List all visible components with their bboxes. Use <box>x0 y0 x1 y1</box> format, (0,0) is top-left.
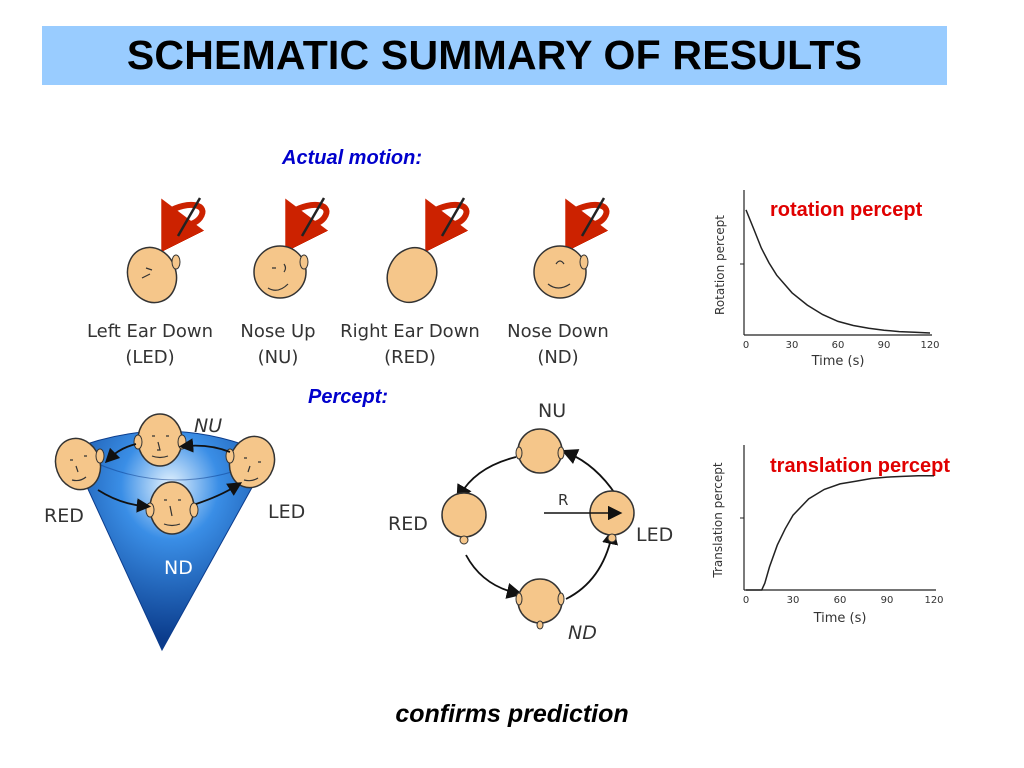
head-red-label-2: (RED) <box>384 347 436 368</box>
head-led-label-1: Left Ear Down <box>87 321 213 342</box>
rotation-arrow-icon <box>285 197 330 253</box>
page-title: SCHEMATIC SUMMARY OF RESULTS <box>126 32 863 78</box>
head-nu <box>253 197 330 299</box>
cone-head-led <box>225 435 276 489</box>
head-led-label-2: (LED) <box>125 347 174 368</box>
rotation-percept-label: rotation percept <box>770 199 923 221</box>
rotation-arrow-icon <box>425 197 470 253</box>
rotation-tick-label: 120 <box>920 340 939 351</box>
translation-xlabel: Time (s) <box>813 611 867 626</box>
translation-percept-label: translation percept <box>770 455 951 477</box>
rotation-curve <box>745 209 931 334</box>
head-nd <box>533 197 610 299</box>
rotation-ylabel: Rotation percept <box>713 215 727 315</box>
rotation-tick-label: 60 <box>832 340 845 351</box>
circle-head-nd <box>515 578 565 630</box>
translation-tick-label: 120 <box>924 595 943 606</box>
rotation-tick-label: 90 <box>878 340 891 351</box>
circle-label-r: R <box>558 491 568 509</box>
head-nd-label-1: Nose Down <box>507 321 609 342</box>
percept-heading: Percept: <box>308 386 389 408</box>
cone-label-nd: ND <box>164 557 193 579</box>
head-led <box>126 197 206 304</box>
translation-tick-label: 60 <box>834 595 847 606</box>
head-nd-label-2: (ND) <box>537 347 578 368</box>
footer-text: confirms prediction <box>395 700 629 728</box>
cone-head-red <box>54 437 105 491</box>
cone-head-nd <box>145 481 199 535</box>
rotation-xlabel: Time (s) <box>811 354 865 369</box>
circle-label-led: LED <box>636 524 673 546</box>
cone-label-led: LED <box>268 501 305 523</box>
head-red-label-1: Right Ear Down <box>340 321 480 342</box>
head-nu-label-2: (NU) <box>258 347 299 368</box>
circle-head-red <box>441 492 487 545</box>
rotation-tick-label: 30 <box>786 340 799 351</box>
cone-label-red: RED <box>44 505 84 527</box>
rotation-arrow-icon <box>565 197 610 253</box>
actual-motion-heads: Left Ear Down (LED) Nose Up (NU) Right E… <box>87 197 610 368</box>
title-banner: SCHEMATIC SUMMARY OF RESULTS <box>42 26 947 85</box>
circle-label-nd: ND <box>568 622 597 644</box>
circle-head-led <box>589 490 635 543</box>
circle-head-nu <box>515 428 565 474</box>
translation-ylabel: Translation percept <box>711 462 725 578</box>
rotation-arrow-icon <box>161 197 206 253</box>
circle-label-red: RED <box>388 513 428 535</box>
actual-motion-heading: Actual motion: <box>282 147 422 169</box>
head-nu-label-1: Nose Up <box>240 321 315 342</box>
rotation-tick-label: 0 <box>743 340 749 351</box>
translation-tick-label: 0 <box>743 595 749 606</box>
head-red <box>386 197 470 304</box>
translation-curve <box>746 475 934 591</box>
translation-chart: Translation percept Time (s) 0 30 60 90 120 <box>711 445 944 626</box>
cone-label-nu: NU <box>194 415 222 437</box>
rotation-chart: Rotation percept Time (s) 0 30 60 90 120 <box>713 190 940 369</box>
translation-tick-label: 30 <box>787 595 800 606</box>
cone-diagram: NU RED LED ND <box>44 413 305 652</box>
circle-label-nu: NU <box>538 400 566 422</box>
circle-diagram: R NU RED LED ND <box>388 400 673 644</box>
translation-tick-label: 90 <box>881 595 894 606</box>
